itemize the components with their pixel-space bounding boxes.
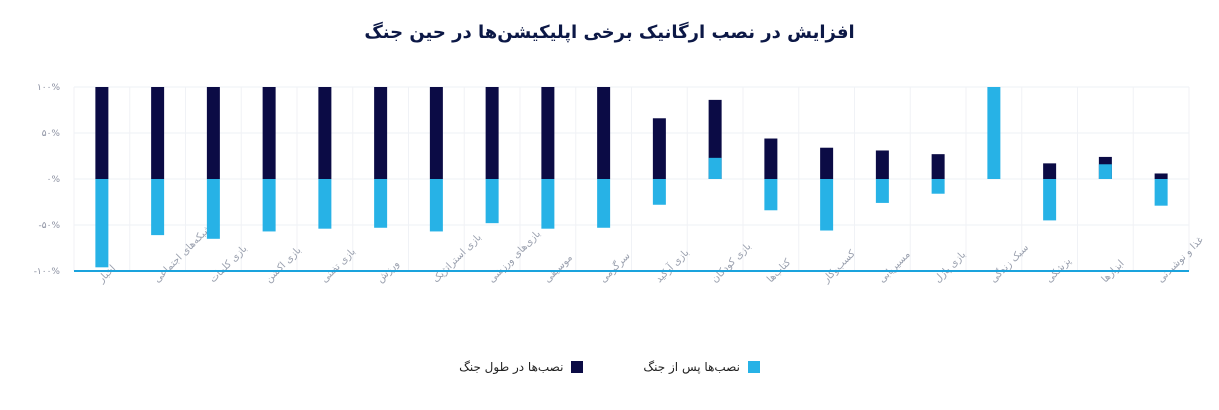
legend-swatch-after-war: [747, 361, 760, 373]
bar-after-war: [652, 179, 666, 205]
x-tick-label: سرگرمی: [597, 250, 632, 285]
y-tick-label: -۵۰%: [39, 221, 61, 231]
legend-item-after-war: نصب‌ها پس از جنگ: [643, 360, 760, 374]
legend-label-during-war: نصب‌ها در طول جنگ: [459, 360, 564, 374]
chart-title: افزایش در نصب ارگانیک برخی اپلیکیشن‌ها د…: [364, 22, 855, 43]
x-tick-label: بازی اکشن: [263, 245, 303, 285]
bar-after-war: [541, 179, 555, 229]
bar-after-war: [708, 157, 722, 179]
x-tick-label: بازی‌های ورزشی: [486, 229, 543, 286]
bar-after-war: [1154, 179, 1168, 206]
y-tick-label: -۱۰۰%: [34, 267, 61, 277]
x-tick-label: سبک زندگی: [988, 242, 1031, 285]
bar-during-war: [1154, 173, 1168, 179]
bar-after-war: [262, 179, 276, 232]
x-tick-label: بازی کودکان: [709, 241, 753, 285]
bar-after-war: [206, 179, 220, 239]
legend: نصب‌ها پس از جنگ نصب‌ها در طول جنگ: [0, 360, 1219, 374]
bar-after-war: [820, 179, 834, 231]
bar-during-war: [262, 87, 276, 179]
bar-after-war: [764, 179, 778, 211]
legend-item-during-war: نصب‌ها در طول جنگ: [459, 360, 584, 374]
bar-after-war: [95, 179, 109, 268]
bar-during-war: [429, 87, 443, 179]
x-tick-label: بازی آرکید: [652, 246, 691, 285]
bar-after-war: [1098, 164, 1112, 179]
bar-after-war: [485, 179, 499, 224]
bar-after-war: [931, 179, 945, 194]
x-tick-label: بازی کلمات: [208, 243, 250, 285]
x-tick-label: مسیریابی: [877, 249, 913, 285]
bar-during-war: [764, 138, 778, 179]
bar-after-war: [1043, 179, 1057, 221]
bar-during-war: [541, 87, 555, 179]
bar-after-war: [374, 179, 388, 228]
bar-during-war: [875, 150, 889, 179]
bar-after-war: [987, 87, 1001, 179]
bar-during-war: [597, 87, 611, 179]
bar-during-war: [931, 154, 945, 179]
legend-label-after-war: نصب‌ها پس از جنگ: [643, 360, 740, 374]
bar-during-war: [820, 147, 834, 179]
bar-during-war: [485, 87, 499, 179]
y-tick-label: ۵۰%: [42, 129, 61, 139]
x-tick-label: غذا و نوشیدنی: [1155, 235, 1205, 285]
x-tick-label: بازی تفننی: [319, 246, 358, 285]
bar-during-war: [151, 87, 165, 179]
bar-during-war: [1043, 163, 1057, 179]
bar-after-war: [429, 179, 443, 232]
bar-after-war: [318, 179, 332, 229]
bar-after-war: [597, 179, 611, 228]
bar-during-war: [374, 87, 388, 179]
y-tick-label: ۱۰۰%: [37, 83, 61, 93]
bar-during-war: [206, 87, 220, 179]
x-tick-label: بازی استراتژیک: [431, 232, 484, 285]
bar-during-war: [652, 118, 666, 179]
legend-swatch-during-war: [571, 361, 584, 373]
x-tick-label: موسیقی: [542, 252, 575, 285]
bar-during-war: [95, 87, 109, 179]
bar-after-war: [875, 179, 889, 203]
x-tick-label: بازی پازل: [932, 249, 968, 285]
bar-after-war: [151, 179, 165, 236]
x-tick-label: کسب‌وکار: [820, 248, 858, 286]
bar-during-war: [318, 87, 332, 179]
y-tick-label: ۰%: [47, 175, 61, 185]
